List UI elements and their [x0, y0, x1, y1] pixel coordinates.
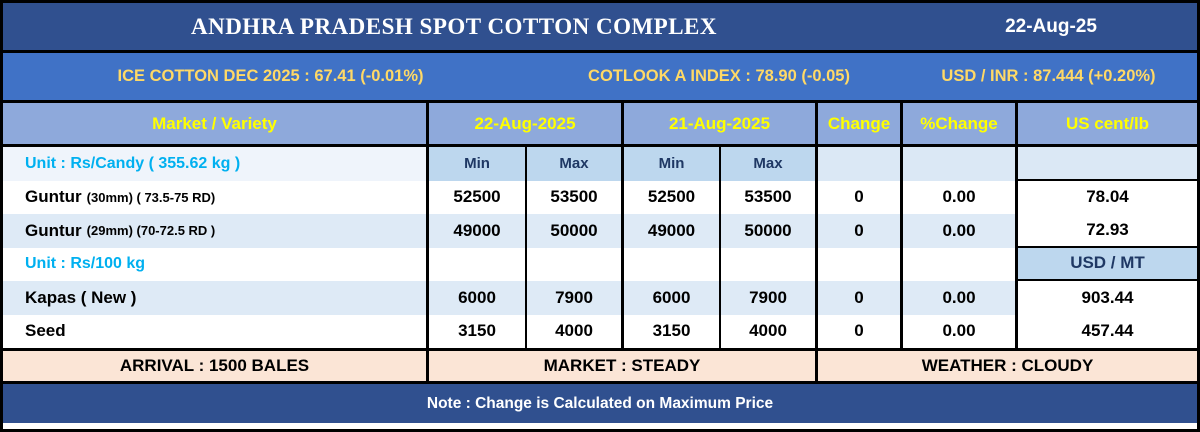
usd-mt-header: USD / MT — [1018, 247, 1197, 281]
kapas-usd-mt: 903.44 — [1018, 281, 1197, 315]
ticker-usd-inr: USD / INR : 87.444 (+0.20%) — [900, 67, 1197, 86]
ticker-ice-cotton: ICE COTTON DEC 2025 : 67.41 (-0.01%) — [3, 67, 538, 86]
kapas-21aug-min: 6000 — [624, 281, 721, 315]
col-header-date-22aug: 22-Aug-2025 — [429, 103, 624, 147]
ticker-cotlook-text: COTLOOK A INDEX : 78.90 (-0.05) — [588, 67, 850, 85]
kapas-22aug-max: 7900 — [527, 281, 624, 315]
variety-name: Kapas ( New ) — [25, 287, 137, 307]
variety-name: Guntur — [25, 220, 82, 240]
subheader-pct-change-empty — [903, 147, 1018, 181]
unitrow-21aug-max-empty — [721, 247, 818, 281]
row-kapas-label: Kapas ( New ) — [3, 281, 429, 315]
variety-name: Guntur — [25, 187, 82, 207]
col-header-us-cent: US cent/lb — [1018, 103, 1197, 147]
guntur29-us-cent: 72.93 — [1018, 214, 1197, 248]
guntur29-21aug-min: 49000 — [624, 214, 721, 248]
unitrow-22aug-min-empty — [429, 247, 527, 281]
kapas-21aug-max: 7900 — [721, 281, 818, 315]
seed-21aug-max: 4000 — [721, 314, 818, 348]
seed-usd-mt: 457.44 — [1018, 314, 1197, 348]
subheader-max-22aug: Max — [527, 147, 624, 181]
ticker-usd-inr-text: USD / INR : 87.444 (+0.20%) — [941, 67, 1156, 85]
seed-22aug-max: 4000 — [527, 314, 624, 348]
guntur30-22aug-min: 52500 — [429, 180, 527, 214]
row-guntur-29mm-label: Guntur (29mm) (70-72.5 RD ) — [3, 214, 429, 248]
kapas-change: 0 — [818, 281, 903, 315]
ticker-cotlook: COTLOOK A INDEX : 78.90 (-0.05) — [538, 67, 900, 86]
unitrow-change-empty — [818, 247, 903, 281]
kapas-22aug-min: 6000 — [429, 281, 527, 315]
col-header-change: Change — [818, 103, 903, 147]
arrival-status: ARRIVAL : 1500 BALES — [3, 348, 429, 381]
weather-status: WEATHER : CLOUDY — [818, 348, 1197, 381]
unit-100kg-label-cell: Unit : Rs/100 kg — [3, 247, 429, 281]
title-bar: ANDHRA PRADESH SPOT COTTON COMPLEX 22-Au… — [3, 3, 1197, 53]
unit-candy-label: Unit : Rs/Candy ( 355.62 kg ) — [25, 154, 241, 172]
unit-candy-label-cell: Unit : Rs/Candy ( 355.62 kg ) — [3, 147, 429, 181]
unitrow-21aug-min-empty — [624, 247, 721, 281]
guntur30-us-cent: 78.04 — [1018, 180, 1197, 214]
note-text: Note : Change is Calculated on Maximum P… — [426, 394, 774, 412]
variety-spec: (29mm) (70-72.5 RD ) — [86, 223, 216, 239]
subheader-us-cent-empty — [1018, 147, 1197, 181]
unitrow-22aug-max-empty — [527, 247, 624, 281]
market-ticker-bar: ICE COTTON DEC 2025 : 67.41 (-0.01%) COT… — [3, 53, 1197, 103]
col-header-pct-change: %Change — [903, 103, 1018, 147]
page-title: ANDHRA PRADESH SPOT COTTON COMPLEX — [190, 13, 718, 39]
row-seed-label: Seed — [3, 314, 429, 348]
subheader-min-21aug: Min — [624, 147, 721, 181]
guntur30-change: 0 — [818, 180, 903, 214]
subheader-max-21aug: Max — [721, 147, 818, 181]
ticker-ice-cotton-text: ICE COTTON DEC 2025 : 67.41 (-0.01%) — [117, 67, 424, 85]
kapas-pct-change: 0.00 — [903, 281, 1018, 315]
guntur30-21aug-max: 53500 — [721, 180, 818, 214]
guntur30-21aug-min: 52500 — [624, 180, 721, 214]
col-header-date-21aug: 21-Aug-2025 — [624, 103, 818, 147]
report-date: 22-Aug-25 — [1005, 15, 1097, 37]
unit-100kg-label: Unit : Rs/100 kg — [25, 255, 146, 273]
report-date-container: 22-Aug-25 — [905, 16, 1197, 38]
guntur29-pct-change: 0.00 — [903, 214, 1018, 248]
col-header-market-variety: Market / Variety — [3, 103, 429, 147]
title-container: ANDHRA PRADESH SPOT COTTON COMPLEX — [3, 14, 905, 40]
guntur29-22aug-min: 49000 — [429, 214, 527, 248]
guntur29-21aug-max: 50000 — [721, 214, 818, 248]
subheader-change-empty — [818, 147, 903, 181]
guntur29-22aug-max: 50000 — [527, 214, 624, 248]
guntur29-change: 0 — [818, 214, 903, 248]
variety-name: Seed — [25, 321, 66, 341]
subheader-min-22aug: Min — [429, 147, 527, 181]
market-status: MARKET : STEADY — [429, 348, 818, 381]
note-bar: Note : Change is Calculated on Maximum P… — [3, 381, 1197, 423]
row-guntur-30mm-label: Guntur (30mm) ( 73.5-75 RD) — [3, 180, 429, 214]
guntur30-pct-change: 0.00 — [903, 180, 1018, 214]
variety-spec: (30mm) ( 73.5-75 RD) — [86, 189, 216, 205]
price-table: Market / Variety 22-Aug-2025 21-Aug-2025… — [3, 103, 1197, 381]
guntur30-22aug-max: 53500 — [527, 180, 624, 214]
unitrow-pct-change-empty — [903, 247, 1018, 281]
seed-21aug-min: 3150 — [624, 314, 721, 348]
seed-change: 0 — [818, 314, 903, 348]
seed-pct-change: 0.00 — [903, 314, 1018, 348]
seed-22aug-min: 3150 — [429, 314, 527, 348]
